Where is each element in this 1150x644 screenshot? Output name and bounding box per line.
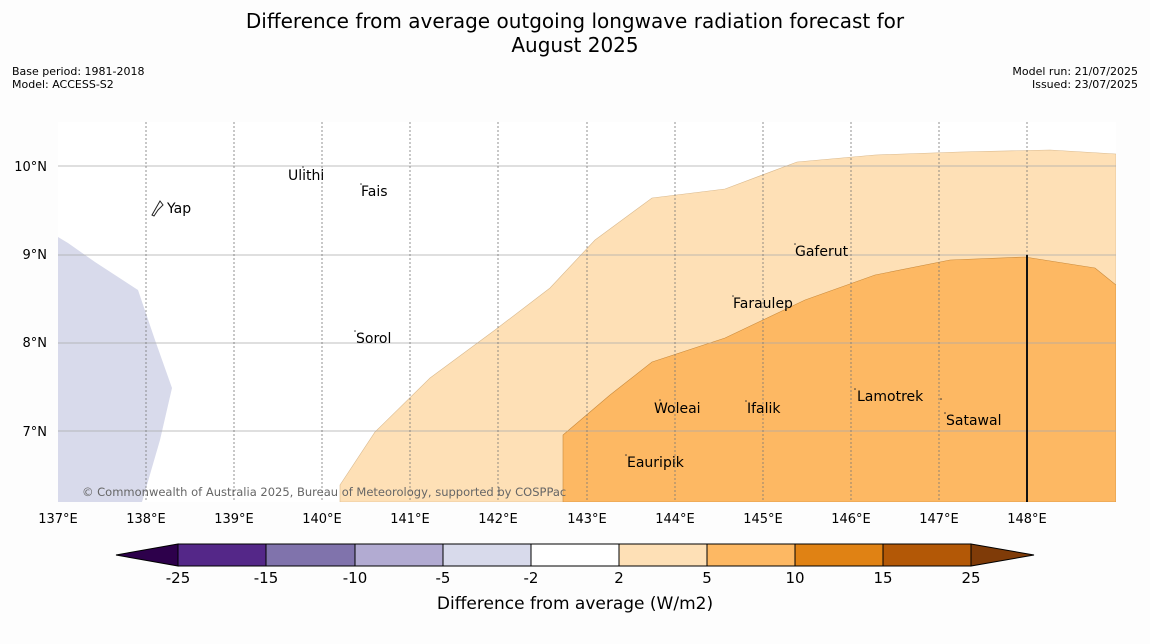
place-label-sorol: Sorol xyxy=(356,331,391,347)
place-label-woleai: Woleai xyxy=(654,401,701,417)
y-tick-9n: 9°N xyxy=(23,248,48,263)
copyright-notice: © Commonwealth of Australia 2025, Bureau… xyxy=(82,485,566,499)
x-tick-142e: 142°E xyxy=(478,512,518,527)
colorbar-tick-3: -10 xyxy=(343,569,368,587)
title-line-2: August 2025 xyxy=(511,33,639,57)
place-label-lamotrek: Lamotrek xyxy=(857,389,924,405)
colorbar-tick-2: -15 xyxy=(254,569,279,587)
x-tick-141e: 141°E xyxy=(390,512,430,527)
x-tick-145e: 145°E xyxy=(743,512,783,527)
colorbar-segment-2 xyxy=(265,543,356,567)
place-label-faraulep: Faraulep xyxy=(733,296,793,312)
model-name: Model: ACCESS-S2 xyxy=(12,78,114,91)
place-label-ulithi: Ulithi xyxy=(288,168,324,184)
colorbar-tick-5: -2 xyxy=(524,569,539,587)
title-line-1: Difference from average outgoing longwav… xyxy=(245,9,905,33)
place-label-ifalik: Ifalik xyxy=(747,401,781,417)
left-metadata: Base period: 1981-2018 Model: ACCESS-S2 xyxy=(12,65,144,91)
colorbar-segment-1 xyxy=(177,543,267,567)
colorbar-tick-1: -25 xyxy=(166,569,191,587)
colorbar-segment-3 xyxy=(354,543,444,567)
place-label-gaferut: Gaferut xyxy=(795,244,849,260)
colorbar-segment-8 xyxy=(794,543,884,567)
colorbar-segment-9 xyxy=(882,543,972,567)
x-tick-143e: 143°E xyxy=(567,512,607,527)
x-tick-148e: 148°E xyxy=(1007,512,1047,527)
model-run: Model run: 21/07/2025 xyxy=(1012,65,1138,78)
colorbar-tick-10: 25 xyxy=(961,569,980,587)
x-tick-140e: 140°E xyxy=(302,512,342,527)
colorbar-tick-7: 5 xyxy=(702,569,712,587)
colorbar-label: Difference from average (W/m2) xyxy=(436,594,714,614)
colorbar-tick-6: 2 xyxy=(614,569,624,587)
colorbar xyxy=(115,543,1035,567)
colorbar-tick-8: 10 xyxy=(785,569,804,587)
x-tick-138e: 138°E xyxy=(126,512,166,527)
place-label-eauripik: Eauripik xyxy=(627,455,685,471)
place-label-fais: Fais xyxy=(361,184,388,200)
yap-island-shape xyxy=(151,200,164,217)
colorbar-under-triangle xyxy=(115,543,179,567)
place-label-yap: Yap xyxy=(166,201,191,217)
y-tick-10n: 10°N xyxy=(14,160,47,175)
x-tick-147e: 147°E xyxy=(919,512,959,527)
y-tick-8n: 8°N xyxy=(23,336,48,351)
colorbar-segment-6 xyxy=(618,543,708,567)
right-metadata: Model run: 21/07/2025 Issued: 23/07/2025 xyxy=(1012,65,1138,91)
x-tick-139e: 139°E xyxy=(214,512,254,527)
colorbar-segment-4 xyxy=(442,543,532,567)
island-markers xyxy=(302,166,946,456)
y-tick-7n: 7°N xyxy=(23,425,48,440)
colorbar-segment-5 xyxy=(530,543,620,567)
issued-date: Issued: 23/07/2025 xyxy=(1031,78,1138,91)
base-period: Base period: 1981-2018 xyxy=(12,65,145,78)
colorbar-over-triangle xyxy=(970,543,1035,567)
map-panel: Ulithi Fais Yap Gaferut Faraulep Sorol L… xyxy=(58,122,1116,502)
x-tick-144e: 144°E xyxy=(655,512,695,527)
colorbar-tick-4: -5 xyxy=(436,569,451,587)
colorbar-tick-9: 15 xyxy=(873,569,892,587)
x-tick-137e: 137°E xyxy=(38,512,78,527)
place-label-satawal: Satawal xyxy=(946,413,1001,429)
anomaly-region-5-to-10 xyxy=(562,256,1116,502)
chart-title: Difference from average outgoing longwav… xyxy=(0,9,1150,57)
colorbar-segment-7 xyxy=(706,543,796,567)
anomaly-region-minus5-to-minus2 xyxy=(58,237,172,502)
x-tick-146e: 146°E xyxy=(831,512,871,527)
